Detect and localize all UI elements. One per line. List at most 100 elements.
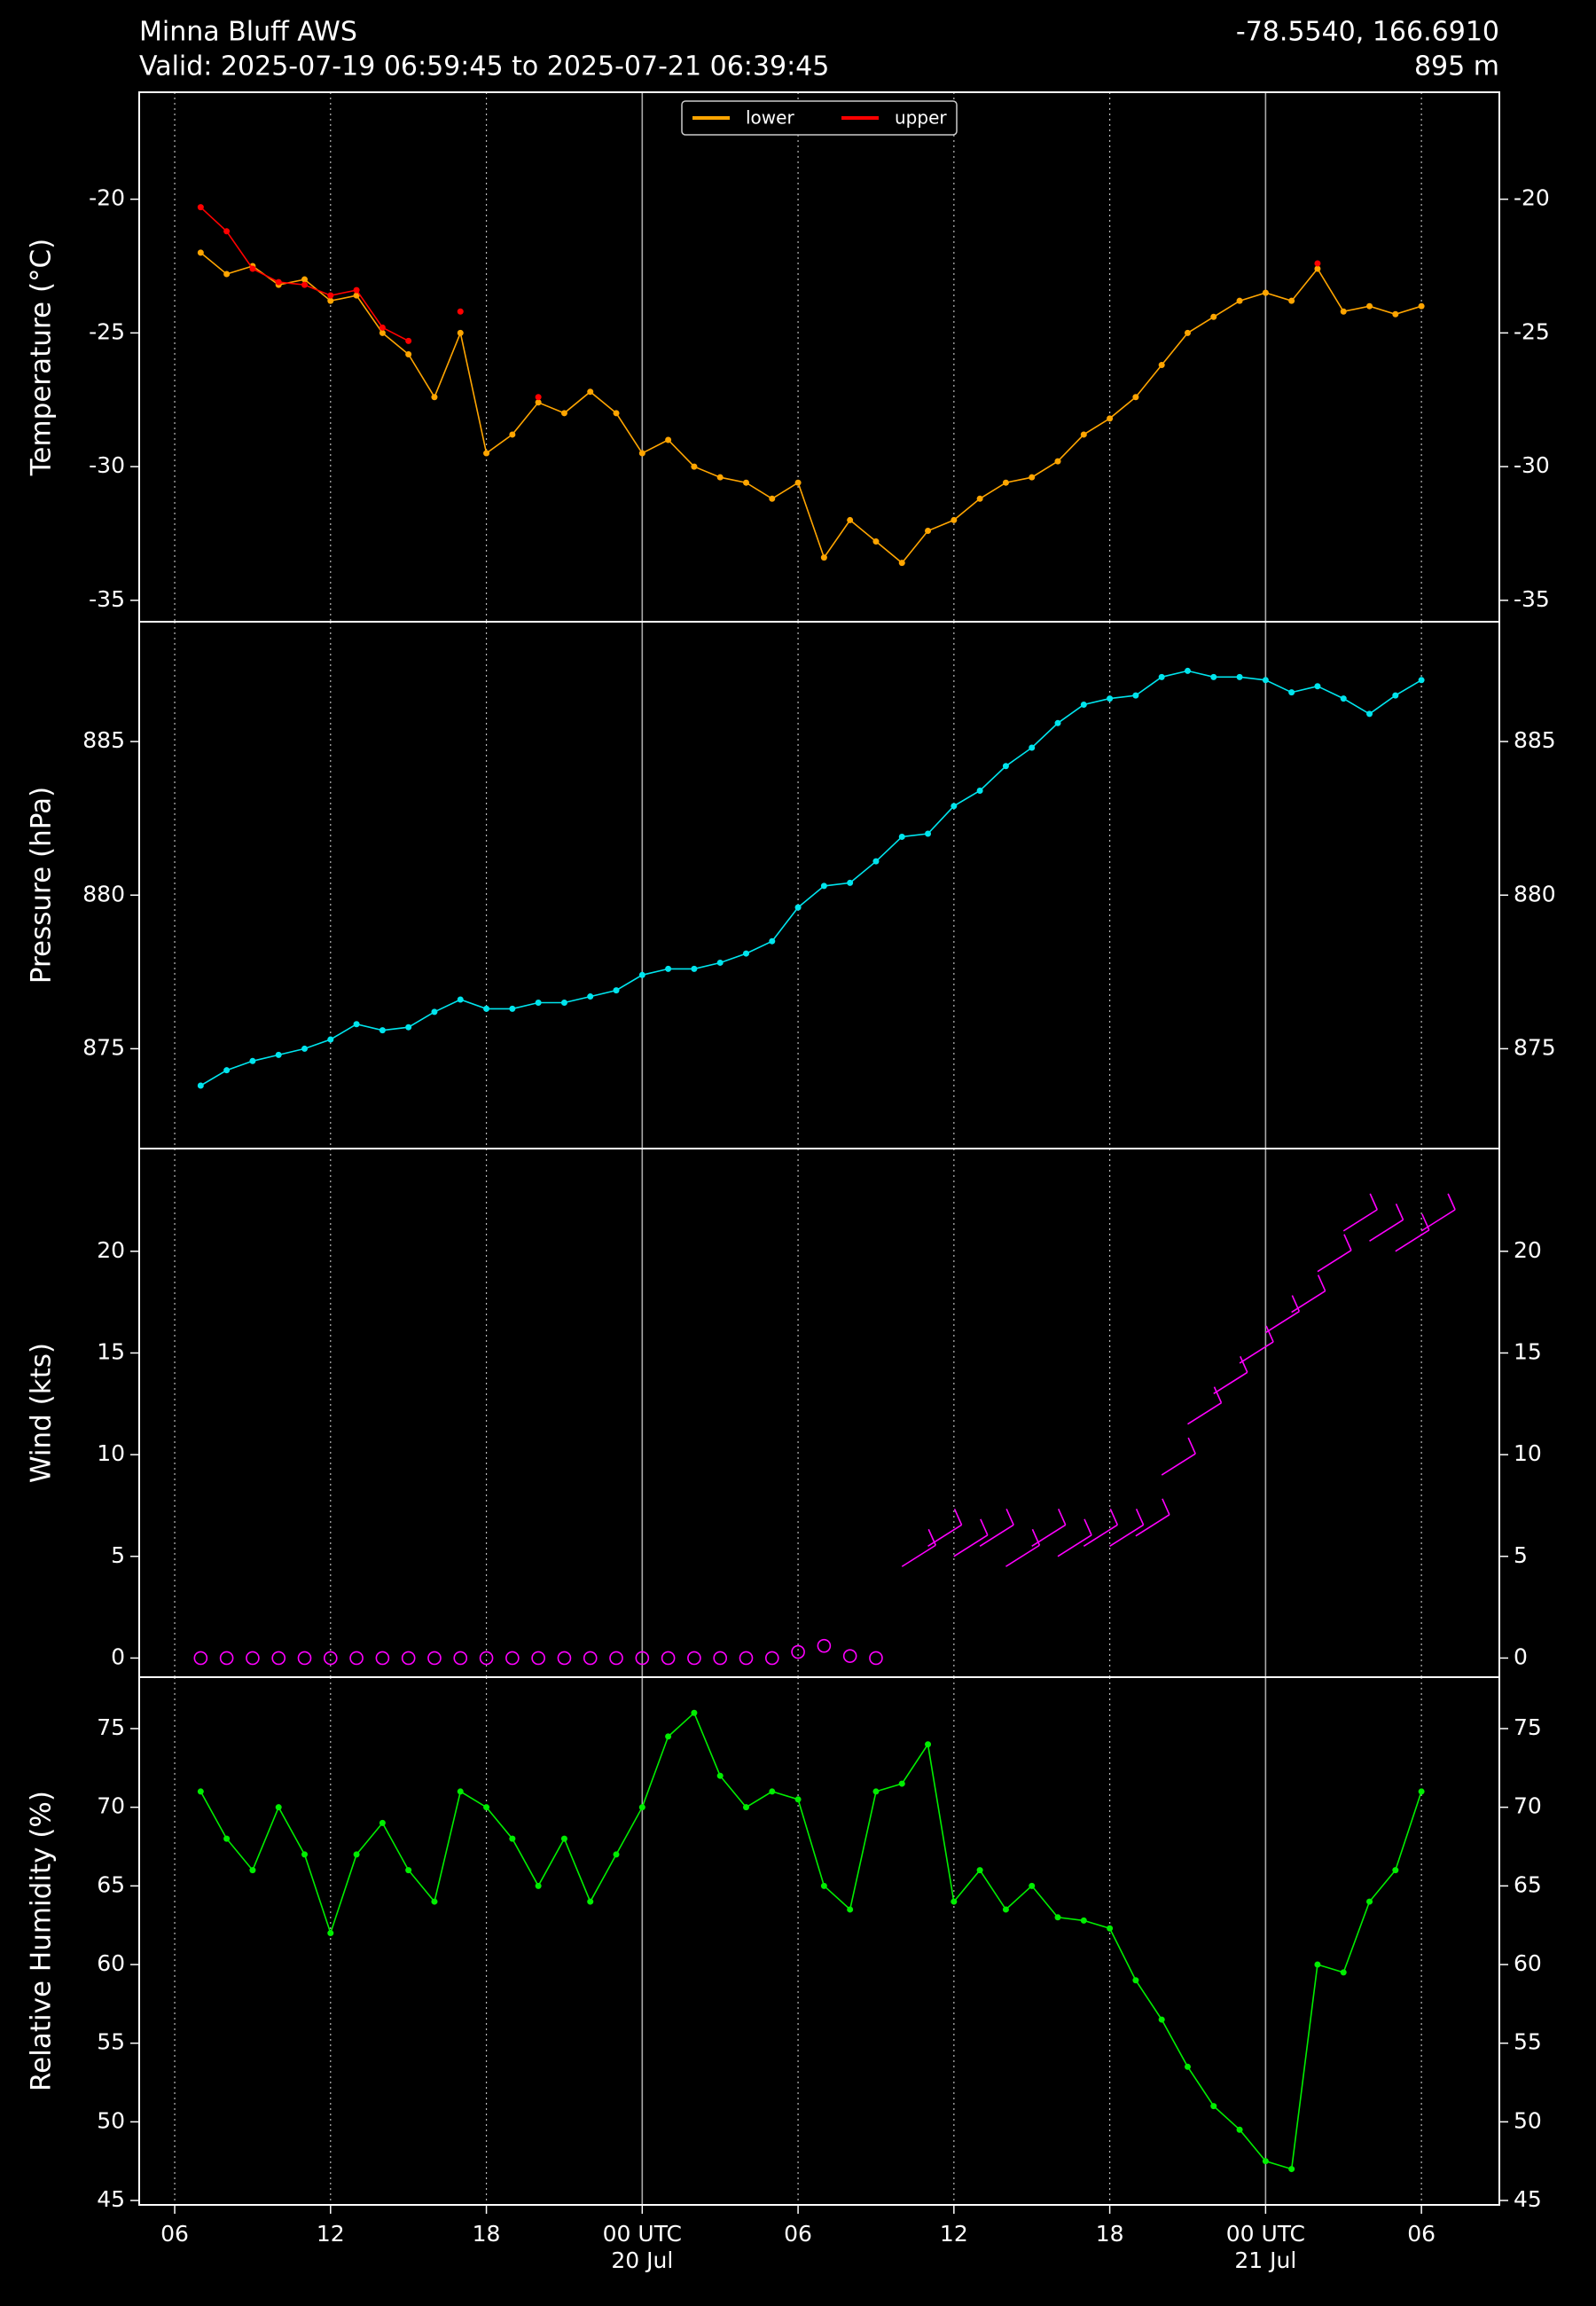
data-point — [509, 431, 516, 438]
data-point — [327, 292, 334, 299]
wind-barb — [1083, 1508, 1119, 1547]
wind-barb — [869, 1651, 883, 1666]
data-point — [976, 787, 983, 794]
wind-barb — [661, 1651, 676, 1666]
y-tick-label: 885 — [1514, 727, 1556, 753]
data-point — [1158, 673, 1165, 680]
data-point — [872, 1788, 880, 1795]
wind-barb — [817, 1638, 832, 1653]
wind-barb — [557, 1651, 572, 1666]
data-point — [275, 278, 282, 286]
y-axis-label: Relative Humidity (%) — [26, 1791, 58, 2091]
barb-tick — [1369, 1193, 1378, 1211]
wind-barb — [687, 1651, 701, 1666]
data-point — [820, 554, 827, 561]
data-point — [1418, 677, 1425, 684]
legend-label: lower — [746, 107, 794, 129]
data-point — [1080, 431, 1087, 438]
data-point — [509, 1005, 516, 1012]
chart-subtitle: Valid: 2025-07-19 06:59:45 to 2025-07-21… — [139, 51, 829, 82]
series-line — [200, 252, 1422, 564]
data-point — [301, 276, 309, 283]
barb-staff — [1031, 1524, 1067, 1547]
data-point — [1107, 695, 1114, 702]
data-point — [1366, 1898, 1373, 1905]
wind-barb — [427, 1651, 442, 1666]
barb-staff — [1239, 1341, 1274, 1364]
y-tick-label: -35 — [1514, 586, 1550, 612]
data-point — [327, 1036, 334, 1043]
y-tick-label: 880 — [82, 881, 125, 906]
calm-marker — [193, 1651, 208, 1666]
data-point — [457, 329, 464, 336]
data-point — [1314, 265, 1321, 272]
data-point — [847, 879, 854, 886]
data-point — [1029, 474, 1036, 481]
calm-marker — [323, 1651, 338, 1666]
legend-box — [681, 100, 958, 136]
x-tick-label: 18 — [1096, 2221, 1124, 2247]
wind-barb — [1317, 1234, 1352, 1273]
calm-marker — [609, 1651, 623, 1666]
y-tick-label: 880 — [1514, 881, 1556, 906]
data-point — [1107, 1925, 1114, 1932]
data-point — [1236, 2126, 1243, 2133]
y-tick-label: 875 — [82, 1034, 125, 1060]
data-point — [587, 388, 594, 396]
barb-tick — [1162, 1498, 1170, 1516]
x-tick-label: 18 — [473, 2221, 501, 2247]
y-tick-label: -25 — [89, 318, 125, 344]
wind-barb — [1395, 1213, 1430, 1252]
barb-staff — [979, 1524, 1014, 1547]
calm-marker — [557, 1651, 572, 1666]
calm-marker — [246, 1651, 260, 1666]
data-point — [1340, 308, 1347, 315]
wind-barb — [219, 1651, 234, 1666]
data-point — [691, 463, 698, 470]
y-tick-label: -20 — [89, 185, 125, 211]
data-point — [560, 410, 567, 417]
x-tick-date: 20 Jul — [611, 2247, 673, 2273]
wind-barb — [1031, 1508, 1067, 1547]
calm-marker — [791, 1644, 805, 1659]
barb-staff — [901, 1544, 936, 1567]
y-tick-label: 15 — [1514, 1338, 1542, 1364]
data-point — [1002, 763, 1009, 770]
data-point — [1314, 683, 1321, 690]
data-point — [353, 286, 360, 294]
data-point — [613, 1851, 620, 1858]
data-point — [197, 204, 204, 211]
calm-marker — [219, 1651, 234, 1666]
panel-frame — [138, 1148, 1500, 1678]
y-tick-label: 885 — [82, 727, 125, 753]
data-point — [353, 292, 360, 299]
x-tick-label: 00 UTC — [1226, 2221, 1305, 2247]
data-point — [223, 228, 231, 235]
wind-barb — [764, 1651, 779, 1666]
data-point — [1132, 692, 1139, 699]
barb-tick — [1084, 1518, 1092, 1536]
data-point — [820, 882, 827, 890]
wind-barb — [297, 1651, 312, 1666]
barb-tick — [953, 1508, 963, 1526]
data-point — [560, 999, 567, 1006]
wind-barb — [531, 1651, 545, 1666]
location: -78.5540, 166.6910 — [1236, 17, 1499, 48]
y-tick-label: -35 — [89, 586, 125, 612]
data-point — [1054, 719, 1061, 726]
wind-barb — [1109, 1508, 1145, 1547]
wind-barb — [791, 1644, 805, 1659]
data-point — [457, 996, 464, 1003]
y-tick-label: 5 — [111, 1542, 125, 1568]
data-point — [535, 999, 542, 1006]
barb-staff — [1291, 1290, 1326, 1314]
wind-barb — [1005, 1528, 1041, 1567]
y-tick-label: 0 — [1514, 1643, 1528, 1669]
data-point — [587, 993, 594, 1000]
y-tick-label: -25 — [1514, 318, 1550, 344]
data-point — [1236, 673, 1243, 680]
y-tick-label: 55 — [1514, 2029, 1542, 2055]
data-point — [1054, 1914, 1061, 1921]
data-point — [223, 1067, 231, 1074]
